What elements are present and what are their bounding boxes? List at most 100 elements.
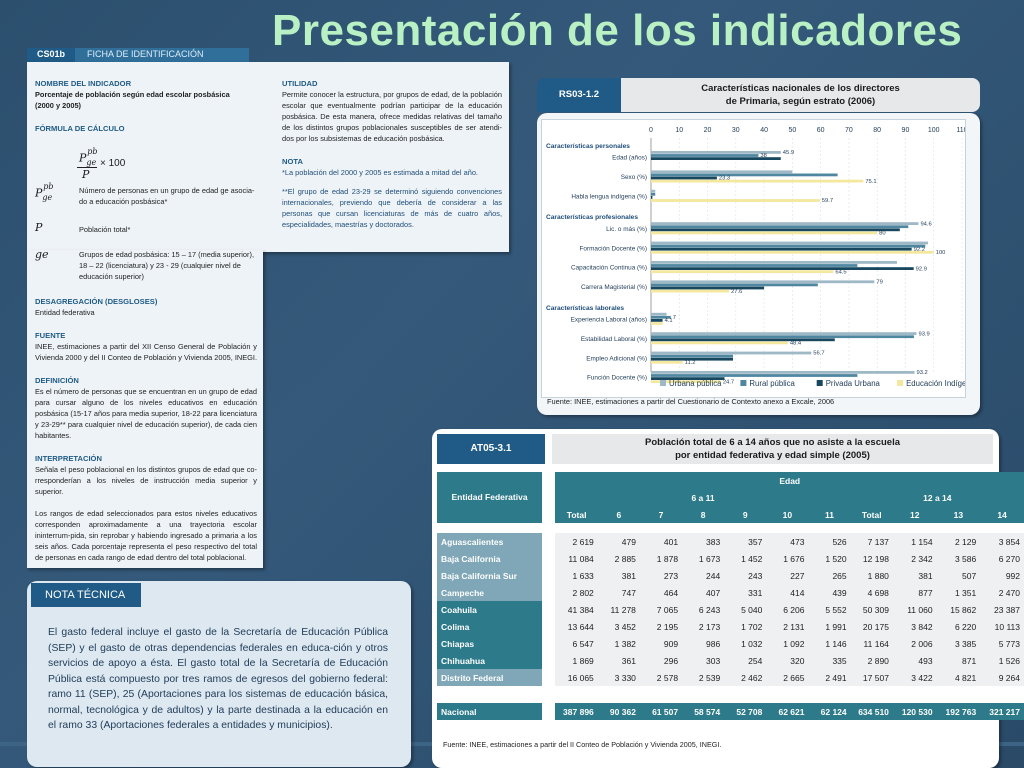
table-total-cell: 62 621 (766, 703, 809, 720)
table-cell: 2 802 (555, 584, 598, 601)
table-cell: 1 032 (724, 635, 767, 652)
data-label: 4.1 (665, 318, 673, 324)
ficha-left-column: NOMBRE DEL INDICADOR Porcentaje de pobla… (35, 72, 257, 134)
table-cell: 3 422 (892, 669, 937, 686)
table-total-cell: 62 124 (808, 703, 851, 720)
bar-privada-urbana (651, 247, 912, 251)
bar-privada-urbana (651, 157, 781, 160)
table-cell: 439 (808, 584, 851, 601)
desag-heading: DESAGREGACIÓN (DESGLOSES) (35, 297, 158, 306)
spacer (542, 472, 556, 489)
table-cell: 50 309 (850, 601, 893, 618)
table-total-cell: 120 530 (892, 703, 937, 720)
table-cell: 479 (597, 533, 640, 550)
table-cell: 10 113 (980, 618, 1024, 635)
table-cell: 2 470 (980, 584, 1024, 601)
table-cell: 227 (766, 567, 809, 584)
col-header-cell: 6 (597, 506, 640, 523)
table-cell: 414 (766, 584, 809, 601)
table-cell: 747 (597, 584, 640, 601)
table-cell: 1 869 (555, 652, 598, 669)
nota-tecnica-text: El gasto federal incluye el gasto de la … (48, 627, 388, 731)
legend-swatch (816, 380, 823, 386)
table-cell: 16 065 (555, 669, 598, 686)
table-total-cell: 61 507 (639, 703, 683, 720)
chart-title: Características nacionales de los direct… (621, 78, 980, 112)
formula-heading: FÓRMULA DE CÁLCULO (35, 124, 125, 133)
x-tick-label: 10 (675, 127, 683, 134)
table-cell: 11 060 (892, 601, 937, 618)
row-entidad-name: Baja California Sur (437, 567, 543, 584)
col-header-cell: 10 (766, 506, 809, 523)
table-total-cell: 321 217 (980, 703, 1024, 720)
x-tick-label: 70 (845, 127, 853, 134)
row-entidad-name: Distrito Federal (437, 669, 543, 686)
x-tick-label: 100 (928, 127, 940, 134)
table-cell: 41 384 (555, 601, 598, 618)
table-cell: 2 491 (808, 669, 851, 686)
row-entidad-name: Chihuahua (437, 652, 543, 669)
data-label: 38 (760, 153, 766, 159)
table-cell: 992 (980, 567, 1024, 584)
table-cell: 296 (639, 652, 683, 669)
chart-frame: 0 10 20 30 40 50 60 70 80 90 100 110 Características… (541, 119, 976, 398)
table-cell: 2 195 (639, 618, 683, 635)
table-cell: 273 (639, 567, 683, 584)
bar-rural-pública (651, 315, 671, 319)
bar-urbana-pública (651, 222, 919, 225)
legend-swatch (660, 380, 666, 386)
row-entidad-name: Aguascalientes (437, 533, 543, 550)
table-total-cell: 634 510 (850, 703, 893, 720)
bar-educación-indígena (651, 179, 864, 183)
bar-educación-indígena (651, 341, 788, 345)
bar-educación-indígena (651, 360, 683, 364)
bar-educación-indígena (651, 250, 934, 254)
ficha-right-column: UTILIDAD Permite conocer la estructura, … (282, 72, 502, 230)
bar-educación-indígena (651, 199, 820, 202)
col-header-cell: 12 (892, 506, 937, 523)
table-cell: 2 885 (597, 550, 640, 567)
table-cell: 2 665 (766, 669, 809, 686)
legend-label: Privada Urbana (826, 379, 881, 388)
data-label: 93.2 (917, 370, 928, 376)
table-cell: 381 (892, 567, 937, 584)
col-header-6a11: 6 a 11 (555, 489, 851, 506)
table-cell: 11 084 (555, 550, 598, 567)
x-tick-label: 80 (873, 127, 881, 134)
bar-rural-pública (651, 374, 858, 377)
table-row: Colima 13 644 3 452 2 195 2 173 1 702 2 131 1 9… (437, 618, 1024, 635)
table-cell: 507 (936, 567, 981, 584)
data-label: 11.2 (685, 360, 696, 366)
table-cell: 1 673 (682, 550, 725, 567)
chart-category-label: Carrera Magisterial (%) (581, 284, 647, 291)
chart-category-label: Experiencia Laboral (años) (571, 317, 647, 324)
table-total-cell: 90 362 (597, 703, 640, 720)
legend-swatch (740, 380, 747, 386)
table-cell: 1 154 (892, 533, 937, 550)
table-cell: 3 385 (936, 635, 981, 652)
bar-privada-urbana (651, 377, 725, 380)
table-cell: 2 890 (850, 652, 893, 669)
chart-category-label: Capacitación Continua (%) (571, 265, 647, 272)
symbol-p: P (35, 221, 43, 234)
chart-category-label: Función Docente (%) (587, 375, 647, 382)
table-cell: 2 173 (682, 618, 725, 635)
def-p: Población total* (79, 225, 131, 234)
utilidad-text: Permite conocer la estructura, por grupo… (282, 90, 502, 143)
table-total-cell: 52 708 (724, 703, 767, 720)
table-cell: 243 (724, 567, 767, 584)
col-header-cell: 8 (682, 506, 725, 523)
spacer (542, 533, 556, 550)
table-cell: 493 (892, 652, 937, 669)
spacer (542, 550, 556, 567)
legend-label: Educación Indígena (906, 379, 965, 388)
table-cell: 244 (682, 567, 725, 584)
legend-label: Urbana pública (669, 379, 722, 388)
table-cell: 7 137 (850, 533, 893, 550)
table-cell: 4 698 (850, 584, 893, 601)
table-cell: 401 (639, 533, 683, 550)
col-header-edad: Edad (555, 472, 1024, 489)
table-cell: 6 270 (980, 550, 1024, 567)
def-pge: Número de personas en un grupo de edad g… (79, 186, 255, 206)
bar-rural-pública (651, 192, 656, 196)
